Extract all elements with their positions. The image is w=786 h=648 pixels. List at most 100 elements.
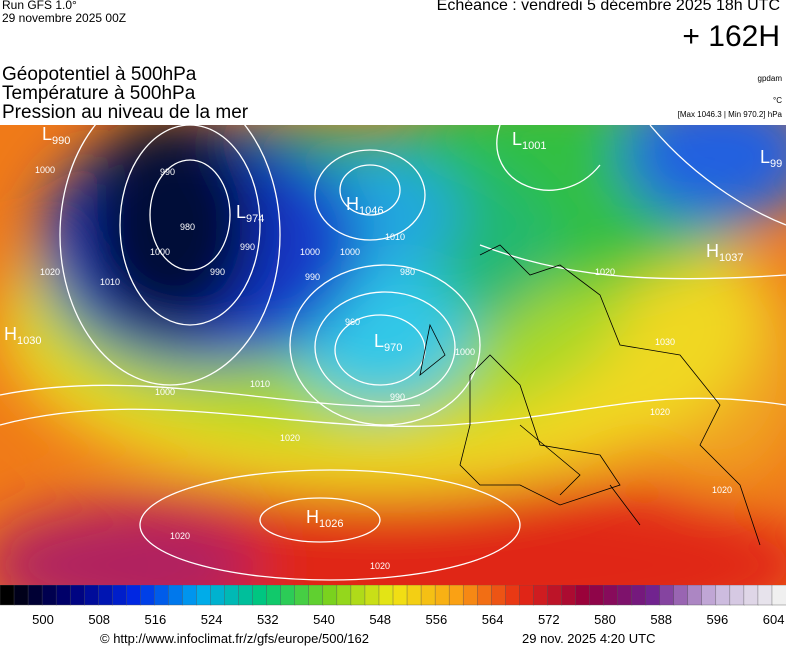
colorbar-cell (533, 585, 549, 606)
source-url[interactable]: © http://www.infoclimat.fr/z/gfs/europe/… (100, 631, 369, 646)
colorbar-cell (13, 585, 29, 606)
isobar-label: 1020 (170, 531, 190, 541)
title: Température à 500hPa (2, 83, 196, 104)
colorbar-cell (336, 585, 352, 606)
colorbar-cell (715, 585, 731, 606)
colorbar-cell (364, 585, 380, 606)
colorbar-cell (69, 585, 85, 606)
colorbar-cell (406, 585, 422, 606)
isobar-label: 1010 (100, 277, 120, 287)
colorbar-label: 532 (257, 612, 279, 627)
center-value: 990 (52, 135, 70, 147)
isobar-label: 1000 (150, 247, 170, 257)
colorbar-cell (322, 585, 338, 606)
colorbar-label: 604 (763, 612, 785, 627)
title: Géopotentiel à 500hPa (2, 64, 197, 85)
colorbar-cell (84, 585, 99, 606)
colorbar-cell (617, 585, 633, 606)
colorbar-label: 524 (201, 612, 223, 627)
colorbar-cell (757, 585, 773, 606)
colorbar-cell (392, 585, 408, 606)
run-date: 29 novembre 2025 00Z (2, 11, 127, 25)
center-value: 1046 (359, 205, 383, 217)
center-letter: H (306, 507, 319, 527)
pressure-center: L974 (236, 202, 264, 225)
center-value: 1026 (319, 518, 343, 530)
colorbar-label: 548 (369, 612, 391, 627)
run: Run GFS 1.0° (2, 0, 77, 12)
colorbar-cell (252, 585, 268, 606)
colorbar-cell (687, 585, 703, 606)
colorbar-cell (182, 585, 198, 606)
center-letter: H (4, 324, 17, 344)
isobar-label: 1020 (712, 485, 732, 495)
colorbar-label: 508 (88, 612, 110, 627)
isobar-label: 1020 (370, 561, 390, 571)
colorbar-label: 556 (426, 612, 448, 627)
unit: gpdam (757, 74, 782, 83)
center-value: 1030 (17, 335, 41, 347)
colorbar-cell (420, 585, 436, 606)
colorbar-cell (701, 585, 717, 606)
isobar-label: 990 (210, 267, 225, 277)
colorbar-cell (350, 585, 366, 606)
colorbar-cell (673, 585, 689, 606)
pressure-center: L970 (374, 331, 402, 354)
center-value: 1001 (522, 140, 546, 152)
colorbar-label: 580 (594, 612, 616, 627)
unit: °C (773, 96, 782, 105)
colorbar-cell (0, 585, 15, 606)
isobar-label: 1000 (35, 165, 55, 175)
center-value: 99 (770, 158, 782, 170)
timestamp: 29 nov. 2025 4:20 UTC (522, 631, 656, 646)
colorbar-cell (645, 585, 661, 606)
colorbar-label: 572 (538, 612, 560, 627)
colorbar-cell (631, 585, 647, 606)
colorbar-cell (112, 585, 128, 606)
colorbar-cell (126, 585, 142, 606)
isobar-label: 1000 (155, 387, 175, 397)
isobar-label: 960 (345, 317, 360, 327)
center-letter: H (346, 194, 359, 214)
pressure-center: H1030 (4, 324, 41, 347)
colorbar-label: 516 (145, 612, 167, 627)
center-letter: H (706, 241, 719, 261)
colorbar-label: 500 (32, 612, 54, 627)
isobar-label: 990 (390, 392, 405, 402)
colorbar-cell (41, 585, 57, 606)
isobar-label: 1000 (300, 247, 320, 257)
colorbar-cell (505, 585, 521, 606)
pressure-center: L1001 (512, 129, 547, 152)
colorbar-cell (603, 585, 619, 606)
isobar-label: 990 (160, 167, 175, 177)
colorbar-cell (547, 585, 563, 606)
lead-time: + 162H (682, 20, 780, 53)
center-letter: L (374, 331, 384, 351)
isobar-label: 1030 (655, 337, 675, 347)
colorbar-cell (196, 585, 212, 606)
colorbar-cell (729, 585, 745, 606)
colorbar-cell (743, 585, 759, 606)
colorbar-cell (98, 585, 113, 606)
colorbar-cell (55, 585, 71, 606)
colorbar-cell (168, 585, 184, 606)
pressure-center: H1046 (346, 194, 383, 217)
center-letter: L (512, 129, 522, 149)
colorbar-label: 564 (482, 612, 504, 627)
pressure-center: H1037 (706, 241, 743, 264)
colorbar-cell (477, 585, 492, 606)
colorbar-cell (238, 585, 254, 606)
isobar-label: 1000 (340, 247, 360, 257)
colorbar-cell (448, 585, 464, 606)
isobar-label: 980 (180, 222, 195, 232)
colorbar-label: 596 (707, 612, 729, 627)
pressure-center: L990 (42, 125, 70, 147)
center-value: 1037 (719, 252, 743, 264)
colorbar-cell (519, 585, 535, 606)
isobar-label: 1020 (40, 267, 60, 277)
colorbar-cell (491, 585, 506, 606)
pressure-center: L99 (760, 147, 782, 170)
center-letter: L (42, 125, 52, 144)
isobar-label: 990 (240, 242, 255, 252)
